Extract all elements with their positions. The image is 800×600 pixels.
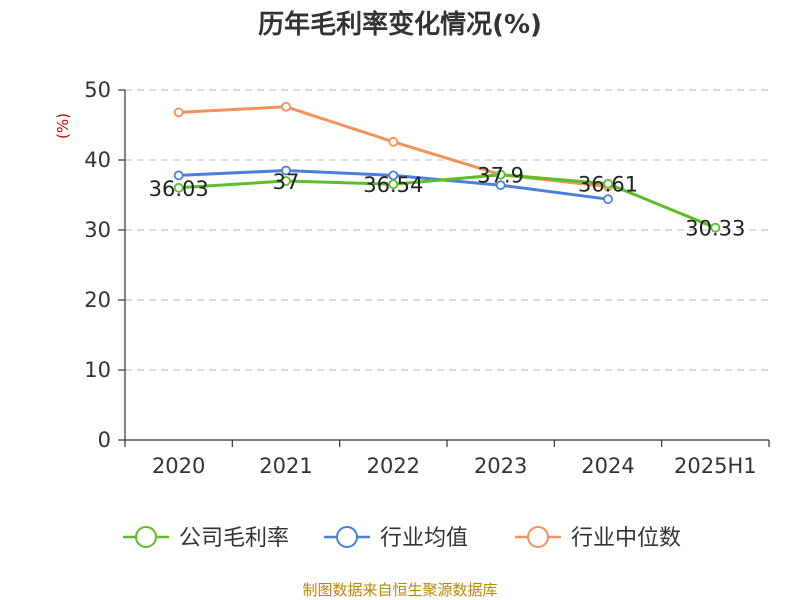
x-tick-label: 2025H1 bbox=[674, 454, 757, 478]
series-line bbox=[177, 173, 717, 230]
data-labels: 36.03 37 36.54 37.9 36.61 30.33 bbox=[149, 164, 746, 241]
data-point[interactable] bbox=[173, 170, 184, 181]
y-axis-unit: (%) bbox=[54, 113, 72, 139]
chart-title: 历年毛利率变化情况(%) bbox=[258, 9, 542, 40]
axes: 0 10 20 30 40 50 2020 2021 2022 2023 2024 2025H1 bbox=[84, 78, 770, 478]
data-point[interactable] bbox=[495, 169, 506, 180]
y-tick-label: 0 bbox=[98, 428, 111, 452]
legend-label: 公司毛利率 bbox=[179, 526, 289, 551]
legend-item[interactable]: 公司毛利率 bbox=[123, 526, 289, 551]
x-tick-label: 2022 bbox=[367, 454, 420, 478]
legend-marker-icon bbox=[527, 526, 549, 548]
data-point[interactable] bbox=[495, 180, 506, 191]
data-point[interactable] bbox=[603, 194, 613, 205]
data-label: 37 bbox=[273, 170, 300, 194]
legend-item[interactable]: 行业中位数 bbox=[515, 526, 681, 551]
data-label: 37.9 bbox=[477, 164, 524, 188]
series-group bbox=[173, 101, 721, 233]
x-tick-label: 2021 bbox=[259, 454, 312, 478]
footer-source: 制图数据来自恒生聚源数据库 bbox=[302, 581, 497, 599]
data-point[interactable] bbox=[173, 182, 184, 193]
x-tick-label: 2024 bbox=[581, 454, 634, 478]
data-point[interactable] bbox=[603, 178, 613, 189]
x-tick-label: 2020 bbox=[152, 454, 205, 478]
gridlines bbox=[125, 89, 769, 371]
y-tick-label: 10 bbox=[84, 358, 111, 382]
y-tick-label: 20 bbox=[84, 288, 111, 312]
legend-item[interactable]: 行业均值 bbox=[324, 526, 468, 551]
data-label: 36.61 bbox=[578, 173, 638, 197]
data-point[interactable] bbox=[281, 165, 291, 176]
data-point[interactable] bbox=[388, 136, 399, 147]
data-point[interactable] bbox=[281, 101, 291, 112]
legend-marker-icon bbox=[135, 526, 157, 548]
legend-label: 行业均值 bbox=[380, 526, 468, 551]
data-point[interactable] bbox=[173, 107, 184, 118]
data-point[interactable] bbox=[388, 179, 399, 190]
data-point[interactable] bbox=[281, 176, 291, 186]
data-label: 30.33 bbox=[685, 217, 745, 241]
x-tick-label: 2023 bbox=[474, 454, 527, 478]
legend-label: 行业中位数 bbox=[571, 526, 681, 551]
y-tick-label: 50 bbox=[84, 78, 111, 102]
legend[interactable]: 公司毛利率 行业均值 行业中位数 bbox=[123, 526, 681, 551]
data-point[interactable] bbox=[710, 222, 721, 233]
legend-marker-icon bbox=[336, 526, 358, 548]
data-label: 36.54 bbox=[363, 173, 423, 197]
y-tick-label: 40 bbox=[84, 148, 111, 172]
y-tick-label: 30 bbox=[84, 218, 111, 242]
data-label: 36.03 bbox=[149, 177, 209, 201]
